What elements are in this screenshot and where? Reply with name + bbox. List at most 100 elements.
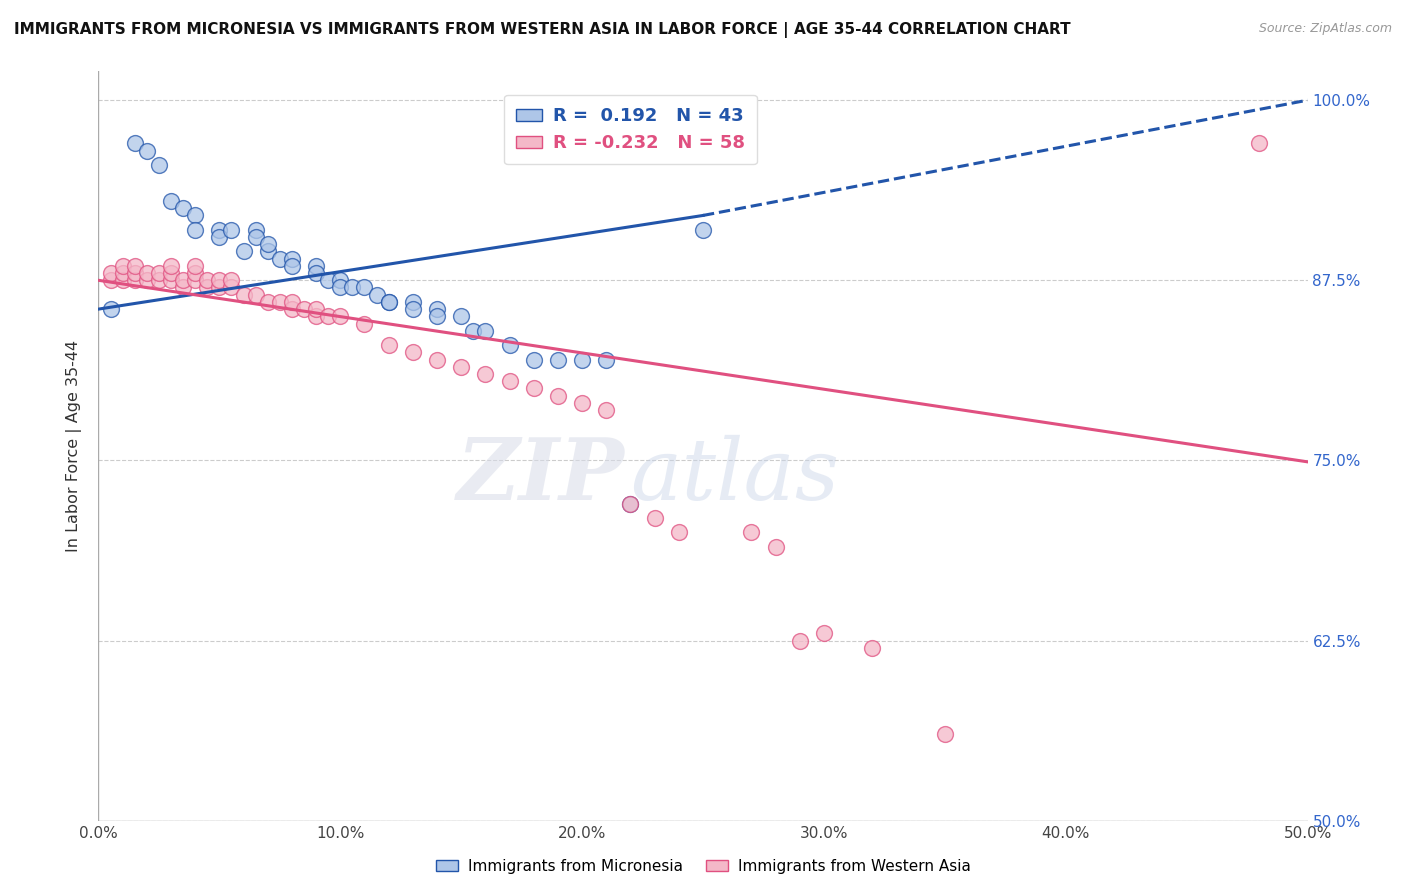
- Point: [571, 352, 593, 367]
- Point: [208, 223, 231, 237]
- Point: [245, 223, 267, 237]
- Point: [245, 230, 267, 244]
- Point: [135, 266, 157, 280]
- Point: [316, 310, 339, 324]
- Point: [353, 280, 375, 294]
- Point: [450, 310, 472, 324]
- Point: [256, 237, 278, 252]
- Point: [148, 158, 170, 172]
- Point: [160, 194, 183, 208]
- Point: [100, 266, 122, 280]
- Point: [184, 209, 207, 223]
- Point: [668, 525, 690, 540]
- Y-axis label: In Labor Force | Age 35-44: In Labor Force | Age 35-44: [66, 340, 83, 552]
- Point: [124, 259, 146, 273]
- Point: [571, 396, 593, 410]
- Point: [547, 388, 569, 402]
- Text: atlas: atlas: [630, 434, 839, 517]
- Point: [184, 259, 207, 273]
- Point: [160, 266, 183, 280]
- Point: [148, 273, 170, 287]
- Point: [644, 511, 666, 525]
- Point: [195, 273, 218, 287]
- Point: [366, 287, 388, 301]
- Point: [740, 525, 762, 540]
- Point: [148, 266, 170, 280]
- Point: [377, 338, 399, 352]
- Point: [281, 252, 304, 266]
- Point: [232, 287, 254, 301]
- Point: [111, 259, 134, 273]
- Point: [619, 497, 641, 511]
- Point: [184, 223, 207, 237]
- Point: [860, 640, 883, 655]
- Point: [692, 223, 714, 237]
- Point: [124, 266, 146, 280]
- Point: [221, 280, 243, 294]
- Text: IMMIGRANTS FROM MICRONESIA VS IMMIGRANTS FROM WESTERN ASIA IN LABOR FORCE | AGE : IMMIGRANTS FROM MICRONESIA VS IMMIGRANTS…: [14, 22, 1071, 38]
- Point: [135, 144, 157, 158]
- Point: [269, 294, 291, 309]
- Point: [172, 273, 194, 287]
- Point: [256, 244, 278, 259]
- Point: [305, 302, 328, 317]
- Point: [498, 374, 520, 388]
- Point: [789, 633, 811, 648]
- Point: [402, 345, 425, 359]
- Point: [208, 273, 231, 287]
- Point: [281, 302, 304, 317]
- Point: [221, 273, 243, 287]
- Point: [195, 280, 218, 294]
- Point: [245, 287, 267, 301]
- Point: [232, 244, 254, 259]
- Point: [595, 352, 617, 367]
- Point: [256, 294, 278, 309]
- Point: [595, 403, 617, 417]
- Point: [172, 201, 194, 215]
- Point: [160, 273, 183, 287]
- Point: [292, 302, 315, 317]
- Point: [426, 352, 449, 367]
- Point: [1249, 136, 1271, 151]
- Point: [402, 302, 425, 317]
- Point: [934, 727, 956, 741]
- Text: ZIP: ZIP: [457, 434, 624, 517]
- Point: [377, 294, 399, 309]
- Point: [329, 310, 352, 324]
- Point: [208, 230, 231, 244]
- Point: [135, 273, 157, 287]
- Point: [463, 324, 485, 338]
- Point: [111, 266, 134, 280]
- Text: Source: ZipAtlas.com: Source: ZipAtlas.com: [1258, 22, 1392, 36]
- Point: [305, 310, 328, 324]
- Point: [221, 223, 243, 237]
- Legend: R =  0.192   N = 43, R = -0.232   N = 58: R = 0.192 N = 43, R = -0.232 N = 58: [505, 95, 756, 164]
- Point: [281, 294, 304, 309]
- Point: [184, 273, 207, 287]
- Point: [474, 367, 496, 381]
- Point: [281, 259, 304, 273]
- Point: [111, 273, 134, 287]
- Point: [160, 259, 183, 273]
- Point: [498, 338, 520, 352]
- Legend: Immigrants from Micronesia, Immigrants from Western Asia: Immigrants from Micronesia, Immigrants f…: [429, 853, 977, 880]
- Point: [813, 626, 835, 640]
- Point: [124, 136, 146, 151]
- Point: [100, 273, 122, 287]
- Point: [426, 310, 449, 324]
- Point: [124, 273, 146, 287]
- Point: [329, 273, 352, 287]
- Point: [305, 266, 328, 280]
- Point: [208, 280, 231, 294]
- Point: [619, 497, 641, 511]
- Point: [172, 280, 194, 294]
- Point: [450, 359, 472, 374]
- Point: [523, 352, 546, 367]
- Point: [316, 273, 339, 287]
- Point: [547, 352, 569, 367]
- Point: [329, 280, 352, 294]
- Point: [474, 324, 496, 338]
- Point: [377, 294, 399, 309]
- Point: [269, 252, 291, 266]
- Point: [523, 381, 546, 395]
